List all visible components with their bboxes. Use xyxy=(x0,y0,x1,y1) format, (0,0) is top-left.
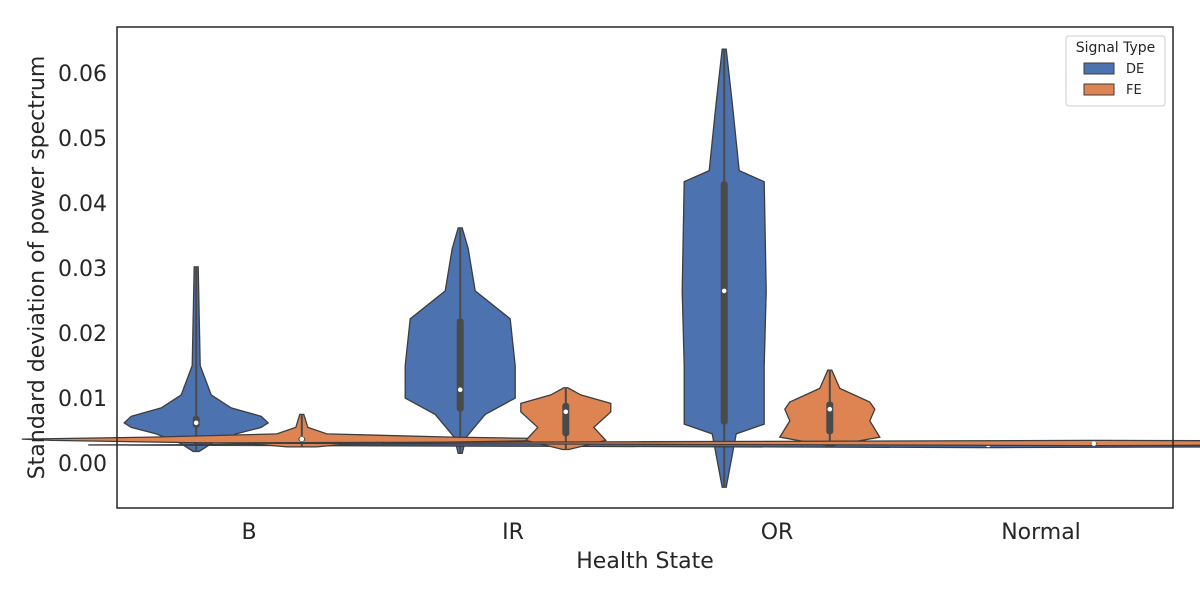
x-axis-label: Health State xyxy=(576,549,713,574)
x-tick-label: OR xyxy=(761,520,794,545)
x-tick-label: B xyxy=(241,520,256,545)
violin-de-ir-median xyxy=(457,387,463,393)
violin-fe-or-median xyxy=(827,406,833,412)
y-tick-label: 0.00 xyxy=(58,452,107,477)
y-tick-label: 0.05 xyxy=(58,127,107,152)
y-axis-label: Standard deviation of power spectrum xyxy=(25,56,50,480)
y-axis-ticks: 0.00 0.01 0.02 0.03 0.04 0.05 0.06 xyxy=(58,62,107,477)
x-tick-label: IR xyxy=(502,520,524,545)
legend-label-de: DE xyxy=(1126,62,1144,77)
violin-fe-or-iqr-box xyxy=(826,401,834,435)
violin-fe-ir-median xyxy=(563,409,569,415)
violin-de-or-iqr-box xyxy=(720,181,728,425)
violin-fe-normal-body xyxy=(193,439,1200,447)
y-tick-label: 0.04 xyxy=(58,192,107,217)
violins-layer xyxy=(21,48,1200,488)
legend-swatch-fe xyxy=(1083,83,1115,96)
legend-title: Signal Type xyxy=(1076,40,1156,56)
violin-fe-b-median xyxy=(299,436,305,442)
x-axis-ticks: B IR OR Normal xyxy=(241,520,1080,545)
violin-de-or-median xyxy=(721,288,727,294)
x-tick-label: Normal xyxy=(1001,520,1081,545)
legend: Signal Type DE FE xyxy=(1065,35,1166,107)
violin-de-ir-iqr-box xyxy=(456,318,464,412)
y-tick-label: 0.03 xyxy=(58,257,107,282)
violin-fe-ir-iqr-box xyxy=(562,402,570,437)
y-tick-label: 0.06 xyxy=(58,62,107,87)
legend-swatch-de xyxy=(1083,62,1115,75)
violin-fe-normal-median xyxy=(1091,441,1097,446)
violin-de-b-median xyxy=(193,420,199,426)
y-tick-label: 0.01 xyxy=(58,387,107,412)
y-tick-label: 0.02 xyxy=(58,322,107,347)
plot-frame xyxy=(116,26,1174,509)
legend-label-fe: FE xyxy=(1126,83,1142,98)
